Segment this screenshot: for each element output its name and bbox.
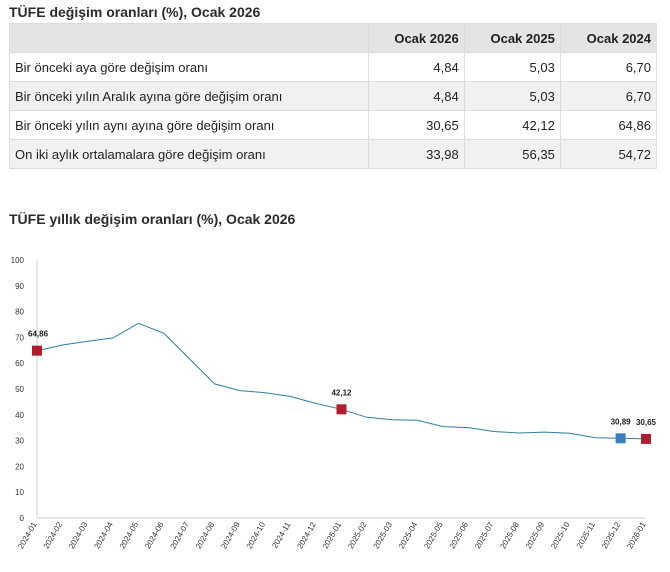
x-tick-label: 2024-03 [67,520,90,550]
x-tick-label: 2025-06 [448,520,471,550]
x-tick-label: 2025-11 [575,520,597,550]
header-ocak-2024: Ocak 2024 [559,23,658,53]
x-tick-label: 2024-10 [245,520,268,550]
row-label: Bir önceki yılın Aralık ayına göre değiş… [9,81,369,111]
y-tick-label: 30 [15,437,24,446]
data-point-label: 64,86 [28,330,49,339]
y-tick-label: 60 [15,359,24,368]
x-tick-label: 2025-02 [346,520,369,550]
data-point-marker [641,433,651,444]
cell-value: 56,35 [463,139,561,169]
cell-value: 5,03 [463,81,561,111]
table-row: Bir önceki aya göre değişim oranı 4,84 5… [9,52,658,82]
y-tick-label: 10 [15,488,24,497]
data-point-marker [32,345,42,356]
row-label: On iki aylık ortalamalara göre değişim o… [9,139,369,169]
y-tick-label: 80 [15,308,24,317]
cell-value: 6,70 [559,81,658,111]
tufe-rates-table: Ocak 2026 Ocak 2025 Ocak 2024 Bir önceki… [9,23,658,169]
y-tick-label: 70 [15,333,24,342]
y-tick-label: 50 [15,385,24,394]
cell-value: 30,65 [367,110,465,140]
table-title: TÜFE değişim oranları (%), Ocak 2026 [9,4,261,20]
x-tick-label: 2025-03 [372,520,395,550]
x-tick-label: 2024-06 [143,520,166,550]
cell-value: 64,86 [559,110,658,140]
x-tick-label: 2024-07 [169,520,192,550]
series-line [36,322,647,440]
x-tick-label: 2025-08 [498,520,521,550]
x-tick-label: 2024-12 [295,520,318,550]
x-tick-label: 2025-04 [397,520,420,550]
x-tick-label: 2024-04 [92,520,115,550]
x-tick-label: 2024-09 [219,520,242,550]
y-tick-label: 20 [15,462,24,471]
x-tick-label: 2025-12 [600,520,623,550]
x-tick-label: 2024-02 [42,520,65,550]
x-tick-label: 2025-05 [422,520,445,550]
cell-value: 54,72 [559,139,658,169]
x-tick-label: 2024-11 [270,520,292,550]
cell-value: 33,98 [367,139,465,169]
cell-value: 4,84 [367,81,465,111]
header-ocak-2025: Ocak 2025 [463,23,561,53]
data-point-label: 30,65 [636,418,657,427]
x-tick-label: 2024-01 [16,520,39,550]
cell-value: 42,12 [463,110,561,140]
data-point-marker [615,433,626,444]
row-label: Bir önceki yılın aynı ayına göre değişim… [9,110,369,140]
data-point-marker [336,404,347,415]
data-point-label: 30,89 [611,417,632,426]
header-ocak-2026: Ocak 2026 [367,23,465,53]
x-tick-label: 2026-01 [625,520,648,550]
y-tick-label: 0 [20,514,25,523]
x-tick-label: 2025-09 [524,520,547,550]
table-row: Bir önceki yılın aynı ayına göre değişim… [9,110,658,140]
y-tick-label: 100 [11,256,25,265]
x-tick-label: 2024-05 [118,520,141,550]
table-row: Bir önceki yılın Aralık ayına göre değiş… [9,81,658,111]
cell-value: 5,03 [463,52,561,82]
table-header-row: Ocak 2026 Ocak 2025 Ocak 2024 [9,23,658,53]
x-tick-label: 2024-08 [194,520,217,550]
y-tick-label: 40 [15,411,24,420]
table-row: On iki aylık ortalamalara göre değişim o… [9,139,658,169]
chart-title: TÜFE yıllık değişim oranları (%), Ocak 2… [9,211,296,227]
x-tick-label: 2025-07 [473,520,496,550]
x-tick-label: 2025-01 [321,520,344,550]
y-tick-label: 90 [15,282,24,291]
header-empty [9,23,369,53]
x-tick-label: 2025-10 [549,520,572,550]
cell-value: 4,84 [367,52,465,82]
row-label: Bir önceki aya göre değişim oranı [9,52,369,82]
cell-value: 6,70 [559,52,658,82]
data-point-label: 42,12 [331,388,352,397]
